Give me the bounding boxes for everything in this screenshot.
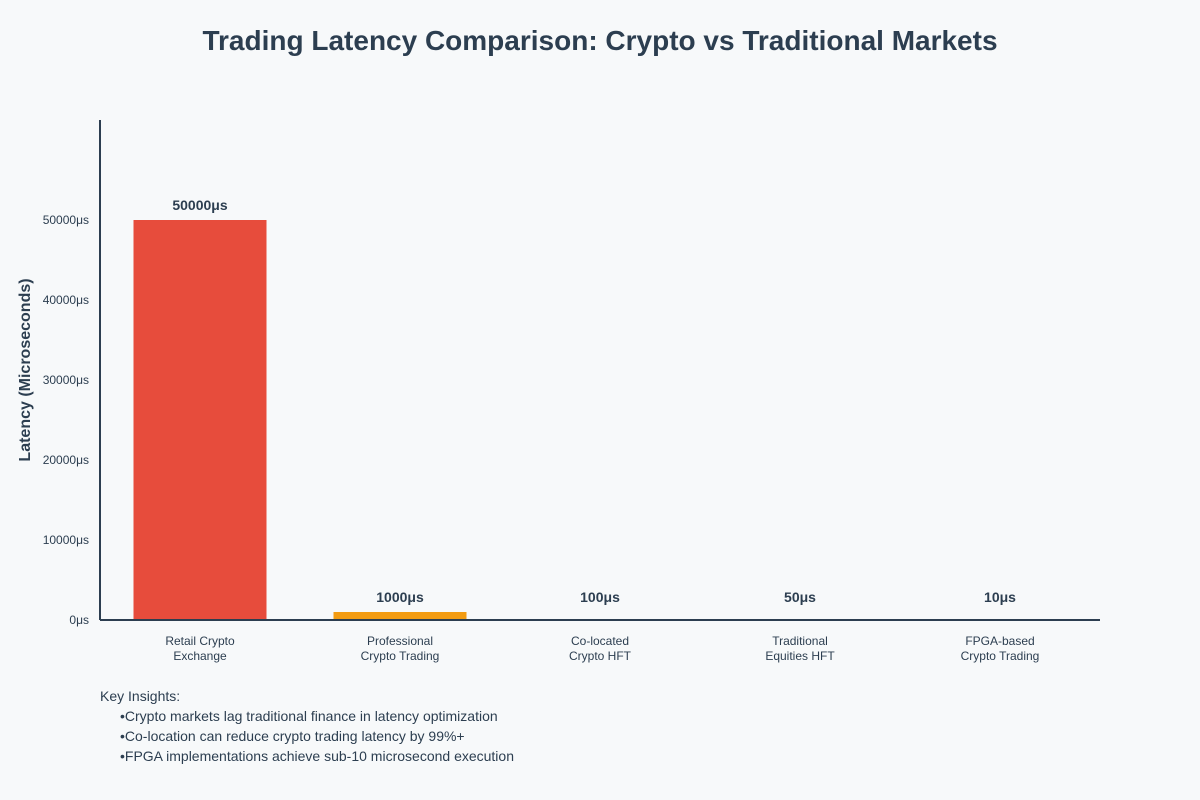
x-category-label: Crypto Trading xyxy=(361,649,440,663)
x-category-label: Professional xyxy=(367,634,433,648)
y-tick-label: 20000μs xyxy=(43,453,89,467)
bar-value-label: 100μs xyxy=(580,589,620,605)
insights-list: Crypto markets lag traditional finance i… xyxy=(100,706,514,766)
y-tick-label: 10000μs xyxy=(43,533,89,547)
x-category-label: Co-located xyxy=(571,634,629,648)
insight-item: Crypto markets lag traditional finance i… xyxy=(120,706,514,726)
x-category-label: FPGA-based xyxy=(965,634,1034,648)
y-tick-label: 0μs xyxy=(69,613,89,627)
x-category-label: Retail Crypto xyxy=(165,634,235,648)
bar xyxy=(333,612,467,620)
x-category-label: Crypto Trading xyxy=(961,649,1040,663)
bar-value-label: 1000μs xyxy=(376,589,424,605)
insight-item: FPGA implementations achieve sub-10 micr… xyxy=(120,746,514,766)
insight-item: Co-location can reduce crypto trading la… xyxy=(120,726,514,746)
chart-title: Trading Latency Comparison: Crypto vs Tr… xyxy=(202,25,997,56)
x-category-label: Exchange xyxy=(173,649,227,663)
x-category-label: Traditional xyxy=(772,634,828,648)
bar xyxy=(133,220,267,620)
y-tick-label: 40000μs xyxy=(43,293,89,307)
x-category-label: Crypto HFT xyxy=(569,649,632,663)
y-tick-label: 50000μs xyxy=(43,213,89,227)
bar-value-label: 10μs xyxy=(984,589,1016,605)
insights-heading: Key Insights: xyxy=(100,688,181,704)
key-insights-panel: Key Insights: Crypto markets lag traditi… xyxy=(100,686,514,766)
bar-value-label: 50μs xyxy=(784,589,816,605)
x-category-label: Equities HFT xyxy=(765,649,835,663)
bar-value-label: 50000μs xyxy=(172,197,227,213)
y-axis-label: Latency (Microseconds) xyxy=(17,278,34,461)
y-tick-label: 30000μs xyxy=(43,373,89,387)
